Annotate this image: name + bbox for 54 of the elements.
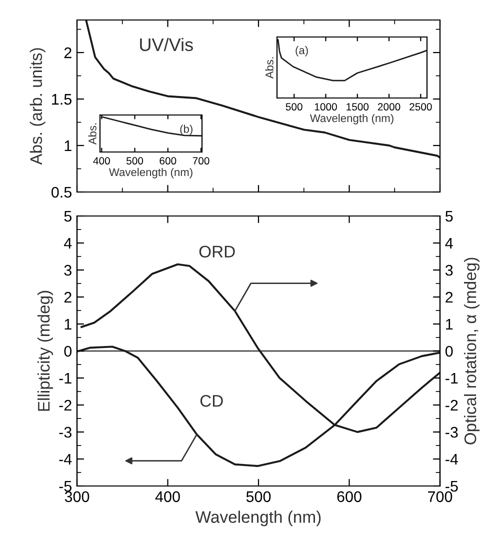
annotation: (a)	[296, 46, 308, 56]
x-tick-label: 300	[64, 491, 90, 502]
y2-tick-label: -4	[446, 454, 458, 465]
y-tick-label: -2	[59, 400, 72, 411]
y-tick-label: -4	[59, 454, 72, 465]
x-tick-label: 1000	[314, 103, 337, 111]
y-tick-label: -1	[59, 373, 72, 384]
y-tick-label: -5	[59, 481, 72, 492]
y-tick-label: 2	[64, 292, 72, 303]
y-tick-label: 2	[64, 47, 72, 58]
x-tick-label: 500	[126, 157, 144, 165]
x-tick-label: 2500	[410, 103, 432, 111]
y2-tick-label: -2	[446, 400, 458, 411]
x-tick-label: 400	[93, 157, 110, 165]
x-axis-title: Wavelength (nm)	[310, 114, 394, 124]
x-tick-label: 700	[192, 157, 210, 165]
y-tick-label: 5	[64, 211, 72, 222]
y-tick-label: 1	[64, 319, 72, 330]
annotation: (b)	[180, 124, 192, 136]
y-axis-title: Abs. (arb. units)	[30, 48, 46, 165]
y-axis-title: Abs.	[88, 123, 96, 145]
y-tick-label: 1.5	[52, 94, 72, 105]
series-label: CD	[200, 395, 223, 407]
y2-tick-label: 3	[445, 264, 453, 276]
y-tick-label: 0	[64, 346, 72, 357]
y-tick-label: 0.5	[52, 186, 72, 198]
annotation: UV/Vis	[140, 38, 193, 52]
x-tick-label: 700	[428, 491, 452, 502]
x-tick-label: 600	[160, 157, 176, 165]
x-tick-label: 500	[286, 103, 302, 111]
y2-tick-label: 0	[445, 346, 453, 357]
y-tick-label: 1	[64, 140, 72, 152]
x-axis-title: Wavelength (nm)	[108, 168, 192, 178]
y-axis-title: Ellipticity (mdeg)	[37, 290, 53, 411]
y-axis-title: Abs.	[265, 57, 274, 79]
x-axis-title: Wavelength (nm)	[195, 510, 321, 526]
y2-tick-label: -1	[446, 373, 458, 384]
x-tick-label: 2000	[378, 103, 400, 111]
series-label: ORD	[199, 246, 235, 258]
y-tick-label: -3	[59, 426, 72, 438]
y2-tick-label: 4	[445, 238, 453, 249]
y2-tick-label: 2	[446, 292, 453, 303]
x-tick-label: 400	[155, 491, 180, 502]
x-tick-label: 500	[246, 491, 271, 502]
y2-tick-label: 1	[446, 319, 453, 330]
y2-tick-label: -5	[446, 481, 458, 492]
y-tick-label: 4	[64, 238, 72, 249]
x-tick-label: 1500	[346, 103, 369, 111]
y2-axis-title: Optical rotation, α (mdeg)	[464, 258, 480, 444]
y2-tick-label: 5	[445, 211, 453, 222]
line-series	[85, 20, 440, 159]
y2-tick-label: -3	[446, 426, 458, 438]
y-tick-label: 3	[64, 264, 72, 276]
x-tick-label: 600	[337, 491, 362, 502]
